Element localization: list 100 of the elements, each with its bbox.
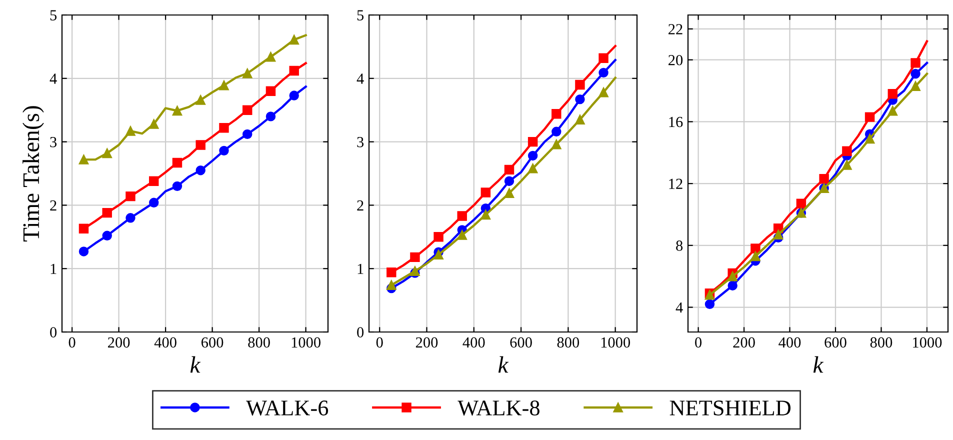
point (528, 150, 538, 161)
point (728, 271, 738, 282)
point (102, 230, 112, 240)
y-tick-label: 3 (357, 136, 364, 148)
y-tick-label: 4 (676, 302, 683, 313)
point (864, 112, 875, 122)
x-tick-label: 400 (778, 337, 801, 348)
x-tick-label: 400 (462, 337, 485, 348)
point (289, 90, 299, 100)
x-tick-label: 0 (695, 337, 702, 348)
x-tick-label: 1000 (292, 337, 320, 348)
point (434, 250, 444, 260)
point (149, 119, 159, 129)
point (196, 165, 206, 176)
point (750, 251, 760, 262)
x-tick-label: 400 (154, 337, 176, 348)
y-axis-title: Time Taken(s) (22, 106, 44, 242)
point (552, 139, 562, 150)
y-tick-label: 4 (356, 74, 364, 84)
point (528, 136, 538, 147)
point (219, 80, 229, 90)
point (910, 68, 920, 79)
point (504, 188, 514, 198)
x-tick-label: 200 (108, 337, 130, 348)
point (386, 268, 396, 278)
x-tick-label: 1000 (913, 337, 942, 348)
y-tick-label: 1 (358, 264, 364, 274)
point (242, 68, 252, 78)
x-tick-label: 0 (68, 337, 76, 348)
point (172, 158, 182, 168)
y-tick-label: 20 (668, 54, 683, 66)
point (102, 208, 112, 218)
legend-label: WALK-8 (458, 400, 540, 416)
point (78, 154, 89, 164)
point (196, 95, 206, 105)
point (575, 94, 585, 104)
point (172, 181, 182, 192)
point (480, 210, 491, 220)
point (126, 126, 136, 136)
x-axis-title: k (190, 356, 201, 373)
x-tick-label: 1000 (601, 337, 630, 348)
point (598, 68, 608, 78)
y-tick-label: 8 (676, 240, 683, 251)
y-tick-label: 2 (357, 200, 364, 210)
y-tick-label: 16 (669, 116, 683, 128)
y-tick-label: 0 (357, 327, 364, 338)
point (750, 244, 760, 254)
point (910, 81, 920, 91)
point (126, 213, 136, 223)
x-tick-label: 600 (510, 337, 532, 348)
point (842, 146, 852, 156)
x-tick-label: 600 (824, 337, 846, 348)
point (196, 140, 206, 150)
point (796, 198, 806, 209)
x-tick-label: 800 (870, 337, 892, 348)
point (78, 246, 89, 256)
point (552, 109, 562, 119)
x-tick-label: 0 (376, 337, 383, 348)
legend-label: NETSHIELD (670, 400, 791, 416)
y-tick-label: 1 (50, 264, 56, 274)
point (504, 164, 514, 175)
point (480, 188, 491, 198)
point (888, 106, 898, 116)
point (910, 58, 920, 68)
x-tick-label: 200 (416, 337, 438, 348)
point (864, 134, 875, 144)
point (528, 164, 538, 174)
point (888, 89, 898, 99)
point (289, 66, 299, 76)
x-tick-label: 800 (557, 337, 580, 348)
point (598, 87, 608, 98)
point (266, 112, 276, 122)
point (434, 232, 444, 242)
x-tick-label: 800 (248, 337, 270, 348)
point (728, 280, 738, 290)
point (410, 252, 420, 262)
point (219, 122, 229, 133)
point (78, 224, 89, 234)
point (102, 148, 112, 158)
point (219, 146, 229, 156)
legend-label: WALK-6 (246, 400, 328, 416)
point (172, 106, 182, 116)
point (149, 176, 159, 186)
point (457, 230, 467, 240)
point (842, 160, 852, 170)
x-tick-label: 600 (201, 337, 224, 348)
y-tick-label: 0 (50, 327, 57, 338)
y-tick-label: 4 (50, 74, 57, 84)
x-tick-label: 200 (733, 337, 755, 348)
point (386, 280, 396, 290)
point (126, 191, 136, 202)
point (266, 86, 276, 96)
point (266, 52, 276, 62)
point (242, 105, 252, 115)
point (575, 114, 585, 124)
x-axis-title: k (813, 356, 824, 373)
point (242, 129, 252, 140)
point (598, 53, 608, 63)
y-tick-label: 5 (357, 10, 364, 20)
point (149, 198, 159, 208)
